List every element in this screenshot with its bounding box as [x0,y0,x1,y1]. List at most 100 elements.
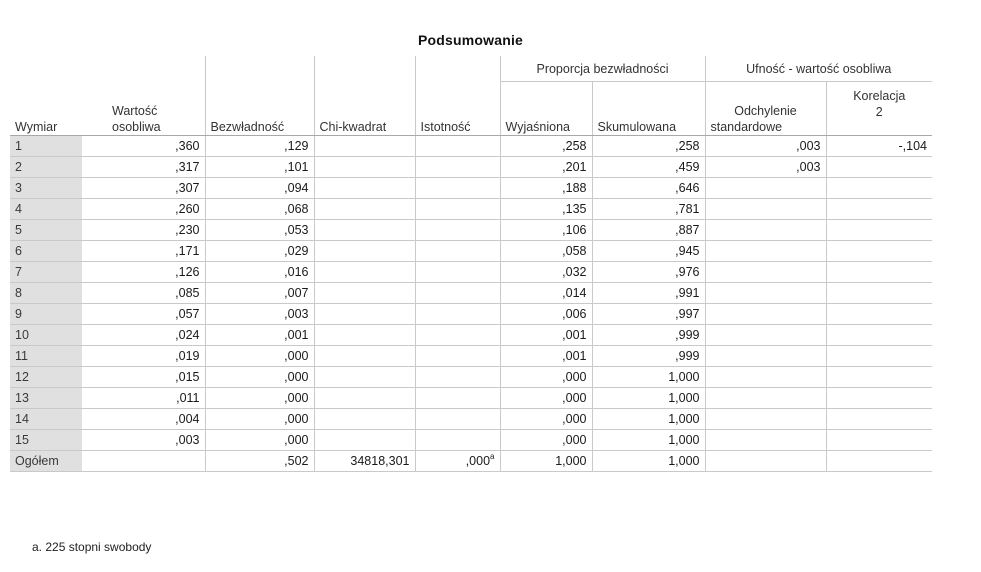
cell-inertia: ,068 [204,198,314,220]
cell-significance [414,366,500,388]
cell-chi-square [313,135,415,157]
cell-chi-square [313,429,415,451]
col-header-std-dev-line2: standardowe [710,120,783,134]
col-header-correlation: Korelacja 2 [825,81,932,136]
cell-significance [414,408,500,430]
table-row-total: Ogółem ,502 34818,301 ,000a 1,000 1,000 [10,450,932,472]
cell-significance [414,219,500,241]
cell-std-dev [704,219,826,241]
cell-std-dev [704,408,826,430]
cell-correlation [825,156,932,178]
cell-inertia: ,101 [204,156,314,178]
cell-correlation [825,387,932,409]
row-label: 2 [10,156,82,178]
cell-singular-value: ,011 [82,387,205,409]
cell-significance [414,261,500,283]
table-row: 2,317,101 ,201,459,003 [10,156,932,178]
cell-explained: 1,000 [499,450,592,472]
cell-correlation [825,408,932,430]
cell-explained: ,201 [499,156,592,178]
cell-inertia: ,000 [204,408,314,430]
col-header-singular-value: Wartość osobliwa [82,81,205,136]
cell-explained: ,106 [499,219,592,241]
cell-correlation [825,219,932,241]
col-header-std-dev-line1: Odchylenie [734,104,797,118]
cell-chi-square: 34818,301 [313,450,415,472]
col-header-chi-square: Chi-kwadrat [313,81,415,136]
cell-cumulative: 1,000 [591,450,705,472]
col-header-explained: Wyjaśniona [499,81,592,136]
cell-correlation [825,303,932,325]
cell-significance [414,387,500,409]
cell-inertia: ,094 [204,177,314,199]
cell-explained: ,001 [499,324,592,346]
row-label: 7 [10,261,82,283]
cell-explained: ,000 [499,387,592,409]
cell-cumulative: ,945 [591,240,705,262]
cell-singular-value: ,019 [82,345,205,367]
significance-value: ,000 [465,454,491,468]
cell-inertia: ,007 [204,282,314,304]
group-header-confidence: Ufność - wartość osobliwa [704,56,932,82]
cell-inertia: ,129 [204,135,314,157]
table-row: 14,004,000,000 1,000 [10,408,932,430]
cell-cumulative: ,991 [591,282,705,304]
cell-inertia: ,053 [204,219,314,241]
table-body: 1,360,129,258,258,003 -,104 2,317,101,201,… [10,135,932,472]
cell-explained: ,014 [499,282,592,304]
cell-significance [414,429,500,451]
cell-cumulative: 1,000 [591,408,705,430]
row-label: 5 [10,219,82,241]
col-header-inertia: Bezwładność [204,81,314,136]
cell-inertia: ,502 [204,450,314,472]
cell-chi-square [313,156,415,178]
cell-correlation [825,366,932,388]
table-row: 4,260,068 ,135,781 [10,198,932,220]
cell-singular-value: ,317 [82,156,205,178]
cell-chi-square [313,408,415,430]
cell-cumulative: ,887 [591,219,705,241]
cell-significance [414,156,500,178]
cell-chi-square [313,240,415,262]
cell-singular-value: ,126 [82,261,205,283]
group-header-inertia-proportion: Proporcja bezwładności [499,56,705,82]
summary-table: Proporcja bezwładności Ufność - wartość … [10,56,932,472]
table-row: 1,360,129,258,258,003 -,104 [10,135,932,157]
cell-singular-value: ,015 [82,366,205,388]
cell-correlation [825,324,932,346]
cell-cumulative: 1,000 [591,366,705,388]
cell-explained: ,188 [499,177,592,199]
row-label: 13 [10,387,82,409]
cell-inertia: ,001 [204,324,314,346]
col-header-singular-value-line2: osobliwa [112,120,161,134]
cell-explained: ,135 [499,198,592,220]
row-label: 8 [10,282,82,304]
cell-singular-value: ,003 [82,429,205,451]
table-row: 7,126,016 ,032,976 [10,261,932,283]
cell-explained: ,058 [499,240,592,262]
table-row: 11,019,000 ,001,999 [10,345,932,367]
cell-singular-value: ,004 [82,408,205,430]
cell-std-dev [704,177,826,199]
row-label: 6 [10,240,82,262]
cell-inertia: ,000 [204,429,314,451]
cell-chi-square [313,282,415,304]
col-header-std-dev: Odchylenie standardowe [704,81,826,136]
cell-explained: ,258 [499,135,592,157]
cell-inertia: ,000 [204,345,314,367]
cell-std-dev [704,450,826,472]
cell-chi-square [313,345,415,367]
cell-chi-square [313,219,415,241]
cell-chi-square [313,198,415,220]
row-label: 12 [10,366,82,388]
cell-std-dev: ,003 [704,156,826,178]
cell-cumulative: ,459 [591,156,705,178]
cell-correlation [825,450,932,472]
cell-cumulative: ,258 [591,135,705,157]
col-header-correlation-line1: Korelacja [853,89,906,103]
table-row: 5,230,053 ,106,887 [10,219,932,241]
header-row-columns: Wymiar Wartość osobliwa Bezwładność Chi-… [10,81,932,136]
cell-inertia: ,000 [204,366,314,388]
cell-singular-value: ,171 [82,240,205,262]
cell-significance [414,282,500,304]
